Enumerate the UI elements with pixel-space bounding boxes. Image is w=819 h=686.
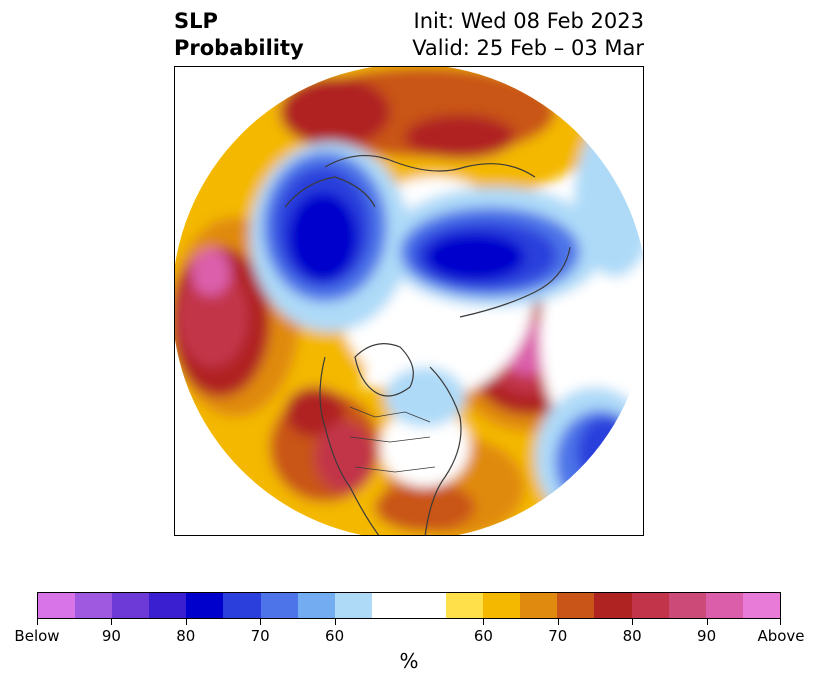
colorbar-tick: [483, 619, 485, 625]
colorbar-tick-label: 80: [176, 627, 196, 645]
colorbar-segment: [520, 593, 558, 618]
probability-map: [174, 66, 644, 536]
title-line-1: SLP: [174, 9, 218, 33]
colorbar-units-label: %: [399, 649, 419, 673]
colorbar-segment: [557, 593, 595, 618]
colorbar-tick: [334, 619, 336, 625]
pacific-high-core: [191, 248, 231, 296]
colorbar-segment: [38, 593, 76, 618]
colorbar-segment: [297, 593, 335, 618]
colorbar-tick: [632, 619, 634, 625]
map-subtitle: Init: Wed 08 Feb 2023 Valid: 25 Feb – 03…: [412, 8, 644, 62]
colorbar-tick-label: 90: [697, 627, 717, 645]
colorbar-segment: [705, 593, 743, 618]
colorbar-segment: [149, 593, 187, 618]
colorbar-segment: [223, 593, 261, 618]
eurasia-low-core: [425, 233, 525, 281]
map-canvas: [175, 67, 643, 535]
colorbar: [37, 592, 781, 619]
colorbar-tick-label: 60: [473, 627, 493, 645]
colorbar-tick-label: 70: [548, 627, 568, 645]
colorbar-segment: [75, 593, 113, 618]
colorbar-tick: [706, 619, 708, 625]
greenland-coast: [354, 343, 414, 397]
colorbar-segment: [742, 593, 780, 618]
map-title: SLP Probability: [174, 8, 304, 62]
colorbar-segment: [631, 593, 669, 618]
colorbar-tick: [557, 619, 559, 625]
colorbar-tick-label: 70: [250, 627, 270, 645]
colorbar-segment: [483, 593, 521, 618]
colorbar-segment: [260, 593, 298, 618]
colorbar-segment: [371, 593, 447, 618]
colorbar-tick: [260, 619, 262, 625]
colorbar-segment: [186, 593, 224, 618]
init-date: Init: Wed 08 Feb 2023: [413, 9, 644, 33]
colorbar-tick-label: Above: [757, 627, 805, 645]
anomaly-field: [175, 67, 643, 535]
valid-date-range: Valid: 25 Feb – 03 Mar: [412, 36, 644, 60]
colorbar-segment: [594, 593, 632, 618]
colorbar-segment: [668, 593, 706, 618]
colorbar-tick: [185, 619, 187, 625]
colorbar-segment: [446, 593, 484, 618]
colorbar-tick-label: 60: [325, 627, 345, 645]
colorbar-tick: [780, 619, 781, 625]
coastlines: [284, 76, 636, 535]
colorbar-tick-label: 90: [101, 627, 121, 645]
colorbar-tick: [111, 619, 113, 625]
colorbar-segment: [334, 593, 372, 618]
alaska-low-core: [288, 192, 358, 282]
colorbar-segment: [112, 593, 150, 618]
colorbar-tick-label: Below: [14, 627, 60, 645]
colorbar-tick-label: 80: [622, 627, 642, 645]
title-line-2: Probability: [174, 36, 304, 60]
colorbar-tick: [37, 619, 38, 625]
